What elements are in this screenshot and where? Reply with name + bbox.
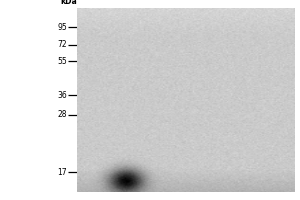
- Text: 55: 55: [57, 57, 67, 66]
- Text: 28: 28: [57, 110, 67, 119]
- Text: 1: 1: [122, 13, 127, 22]
- Text: 36: 36: [57, 91, 67, 100]
- Text: 17: 17: [57, 168, 67, 177]
- Text: 95: 95: [57, 23, 67, 32]
- Text: kDa: kDa: [61, 0, 77, 6]
- Text: 72: 72: [57, 40, 67, 49]
- Text: 3: 3: [256, 13, 262, 22]
- Text: 2: 2: [194, 13, 199, 22]
